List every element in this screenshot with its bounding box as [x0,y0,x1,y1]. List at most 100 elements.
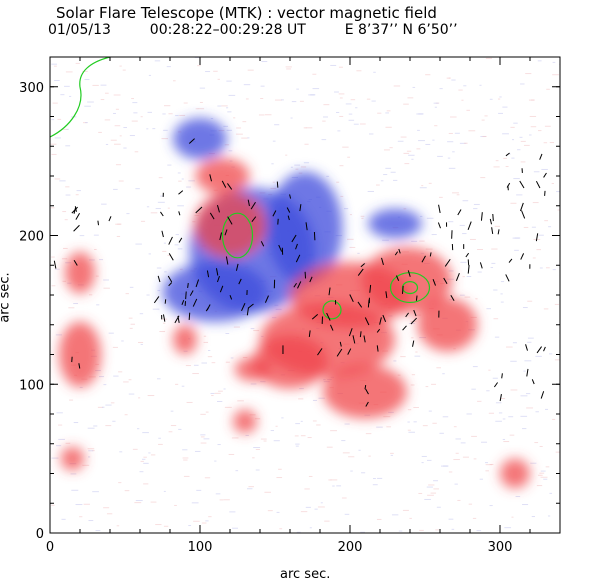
noise-speck [517,149,521,151]
noise-speck [510,202,517,204]
noise-speck [543,478,548,480]
noise-speck [106,513,113,515]
noise-speck [330,479,338,481]
field-vector [365,401,369,407]
plot-title: Solar Flare Telescope (MTK) : vector mag… [56,4,437,22]
noise-speck [62,128,68,130]
noise-speck [147,111,152,113]
noise-speck [100,84,107,86]
field-vector [505,152,510,157]
noise-speck [200,413,206,415]
noise-speck [129,135,135,137]
noise-speck [285,154,288,156]
noise-speck [79,386,83,388]
noise-speck [312,73,317,75]
noise-speck [205,520,209,522]
noise-speck [461,99,464,101]
noise-speck [531,516,535,518]
field-vector [521,210,526,219]
noise-speck [524,360,532,362]
noise-speck [481,441,488,443]
field-vector [195,279,200,288]
noise-speck [416,113,423,115]
noise-speck [215,493,221,495]
noise-speck [224,406,232,408]
noise-speck [130,323,136,325]
noise-speck [466,109,470,111]
noise-speck [442,416,449,418]
noise-speck [448,77,451,79]
noise-speck [224,144,230,146]
noise-speck [437,155,443,157]
noise-speck [305,127,313,129]
noise-speck [258,114,265,116]
field-vector [97,220,99,226]
noise-speck [299,388,304,390]
noise-speck [161,138,169,140]
y-tick-label: 300 [19,81,44,96]
noise-speck [317,506,325,508]
noise-speck [523,144,530,146]
noise-speck [93,425,98,427]
noise-speck [103,287,110,289]
field-vector [536,346,542,354]
field-vector [108,216,112,222]
noise-speck [158,443,163,445]
positive-polarity-region [233,409,257,434]
noise-speck [168,113,173,115]
noise-speck [200,442,207,444]
field-vector [219,285,224,293]
noise-speck [452,151,455,153]
noise-speck [281,417,284,419]
noise-speck [454,132,460,134]
noise-speck [267,510,273,512]
noise-speck [320,502,323,504]
observation-date: 01/05/13 [48,22,111,38]
noise-speck [207,349,211,351]
noise-speck [407,429,411,431]
noise-speck [123,147,127,149]
noise-speck [132,102,138,104]
field-vector [235,263,239,271]
noise-speck [236,127,242,129]
noise-speck [385,112,389,114]
noise-speck [498,412,503,414]
noise-speck [383,416,391,418]
noise-speck [119,65,122,67]
noise-speck [386,110,391,112]
contour-lines [50,57,431,320]
noise-speck [53,65,57,67]
noise-speck [167,254,171,256]
noise-speck [479,84,482,86]
noise-speck [140,460,144,462]
noise-speck [193,520,200,522]
noise-speck [407,409,412,411]
noise-speck [170,425,177,427]
noise-speck [51,504,55,506]
noise-speck [172,80,176,82]
noise-speck [497,98,501,100]
field-vector [376,328,381,333]
noise-speck [402,509,409,511]
noise-speck [417,129,420,131]
field-vector [287,215,290,221]
noise-speck [210,118,214,120]
field-vector [215,268,219,276]
noise-speck [539,445,543,447]
noise-speck [197,108,205,110]
noise-speck [140,116,143,118]
noise-speck [510,389,518,391]
noise-speck [150,501,157,503]
noise-speck [152,308,160,310]
noise-speck [397,374,401,376]
field-vector [241,302,246,312]
noise-speck [228,453,235,455]
observation-position: E 8’37’’ N 6’50’’ [344,22,458,38]
noise-speck [494,336,500,338]
noise-speck [142,432,149,434]
noise-speck [61,258,68,260]
noise-speck [549,492,553,494]
noise-speck [468,503,473,505]
noise-speck [261,61,268,63]
noise-speck [383,174,388,176]
